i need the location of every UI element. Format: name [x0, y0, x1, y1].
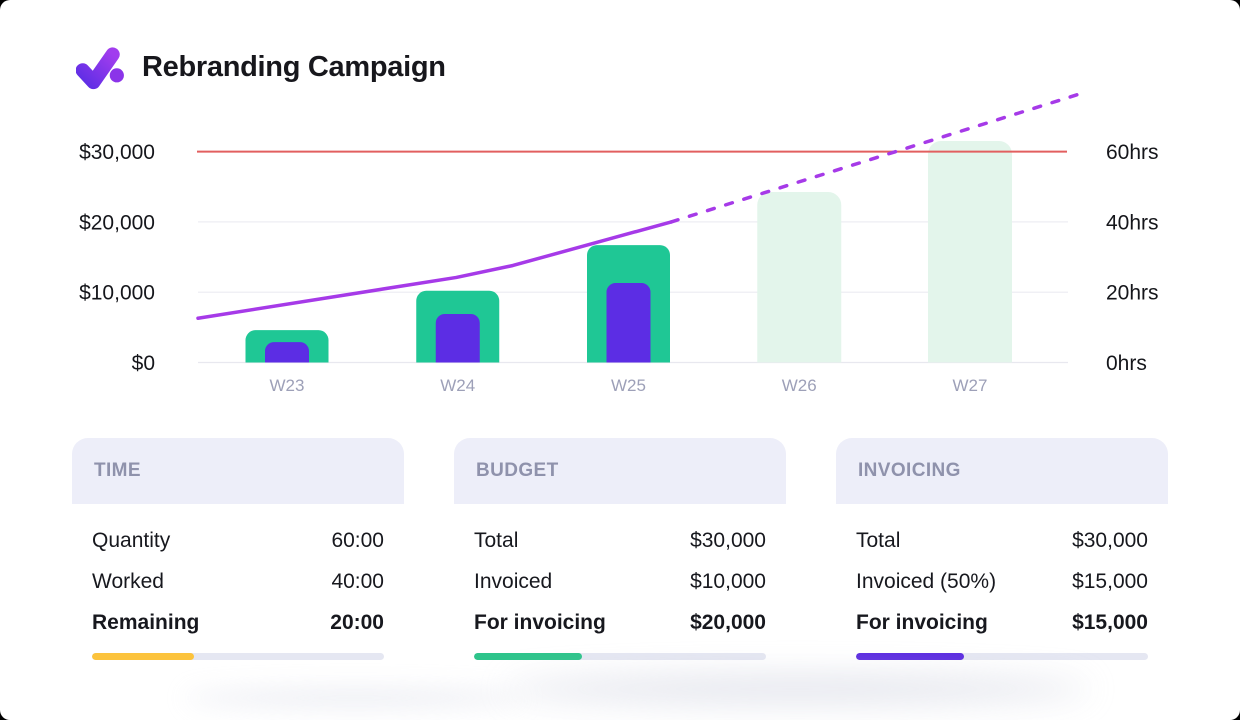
- money-axis-tick-label: $20,000: [79, 211, 155, 234]
- card-title: TIME: [94, 460, 141, 481]
- card-body: Total $30,000 Invoiced (50%) $15,000 For…: [836, 504, 1168, 660]
- row-label: Total: [474, 529, 519, 552]
- row-label: For invoicing: [856, 611, 988, 634]
- card-row: Total $30,000: [474, 530, 766, 551]
- card-row: Invoiced $10,000: [474, 571, 766, 592]
- card-row: For invoicing $20,000: [474, 612, 766, 633]
- week-label-W27: W27: [953, 376, 988, 395]
- hours-axis-tick-label: 60hrs: [1106, 141, 1159, 164]
- window-shadow: [185, 690, 525, 706]
- row-label: Invoiced: [474, 570, 553, 593]
- row-label: Remaining: [92, 611, 200, 634]
- card-row: For invoicing $15,000: [856, 612, 1148, 633]
- row-value: 40:00: [331, 570, 384, 593]
- hours-axis-tick-label: 0hrs: [1106, 352, 1147, 375]
- bar-inner-W24[interactable]: [435, 313, 480, 375]
- week-label-W25: W25: [611, 376, 646, 395]
- row-value: $10,000: [690, 570, 766, 593]
- progress-track: [474, 653, 766, 660]
- trend-line-solid[interactable]: [196, 220, 674, 320]
- card-header: BUDGET: [454, 438, 786, 504]
- card-body: Total $30,000 Invoiced $10,000 For invoi…: [454, 504, 786, 660]
- card-header: INVOICING: [836, 438, 1168, 504]
- bars-layer: [245, 141, 1012, 378]
- row-value: $30,000: [1072, 529, 1148, 552]
- row-label: Worked: [92, 570, 164, 593]
- row-label: For invoicing: [474, 611, 606, 634]
- money-axis-tick-label: $0: [132, 352, 155, 375]
- trend-line-dashed[interactable]: [669, 91, 1084, 224]
- row-value: $15,000: [1072, 570, 1148, 593]
- card-row: Quantity 60:00: [92, 530, 384, 551]
- progress-track: [856, 653, 1148, 660]
- card-title: INVOICING: [858, 460, 961, 481]
- planned-bar-W27[interactable]: [928, 141, 1012, 378]
- card-row: Worked 40:00: [92, 571, 384, 592]
- card-title: BUDGET: [476, 460, 559, 481]
- card-header: TIME: [72, 438, 404, 504]
- row-value: 20:00: [330, 611, 384, 634]
- bar-inner-W23[interactable]: [265, 342, 309, 374]
- window-shadow: [505, 676, 1090, 702]
- card-row: Invoiced (50%) $15,000: [856, 571, 1148, 592]
- row-value: $20,000: [690, 611, 766, 634]
- progress-fill: [474, 653, 583, 660]
- page-title: Rebranding Campaign: [142, 50, 446, 83]
- progress-fill: [92, 653, 195, 660]
- row-label: Quantity: [92, 529, 171, 552]
- card-row: Total $30,000: [856, 530, 1148, 551]
- hours-axis-tick-label: 40hrs: [1106, 211, 1159, 234]
- row-label: Invoiced (50%): [856, 570, 997, 593]
- money-axis-tick-label: $10,000: [79, 282, 155, 305]
- summary-card-invoicing: INVOICING Total $30,000 Invoiced (50%) $…: [836, 438, 1168, 660]
- bar-inner-W25[interactable]: [606, 283, 651, 374]
- money-axis-tick-label: $30,000: [79, 141, 155, 164]
- progress-track: [92, 653, 384, 660]
- row-label: Total: [856, 529, 901, 552]
- progress-fill: [856, 653, 965, 660]
- row-value: $15,000: [1072, 611, 1148, 634]
- summary-card-budget: BUDGET Total $30,000 Invoiced $10,000 Fo…: [454, 438, 786, 660]
- awork-logo-icon: [76, 47, 124, 90]
- row-value: 60:00: [331, 529, 384, 552]
- hours-axis-tick-label: 20hrs: [1106, 282, 1159, 305]
- planned-bar-W26[interactable]: [757, 192, 842, 378]
- card-body: Quantity 60:00 Worked 40:00 Remaining 20…: [72, 504, 404, 660]
- week-label-W26: W26: [782, 376, 817, 395]
- week-label-W24: W24: [440, 376, 475, 395]
- summary-card-time: TIME Quantity 60:00 Worked 40:00 Remaini…: [72, 438, 404, 660]
- project-header: Rebranding Campaign: [76, 44, 446, 90]
- summary-cards: TIME Quantity 60:00 Worked 40:00 Remaini…: [72, 438, 1168, 660]
- row-value: $30,000: [690, 529, 766, 552]
- week-label-W23: W23: [270, 376, 305, 395]
- project-chart-canvas: $30,000 $20,000 $10,000 $0 60hrs 40hrs 20hrs 0h…: [79, 91, 1159, 395]
- card-row: Remaining 20:00: [92, 612, 384, 633]
